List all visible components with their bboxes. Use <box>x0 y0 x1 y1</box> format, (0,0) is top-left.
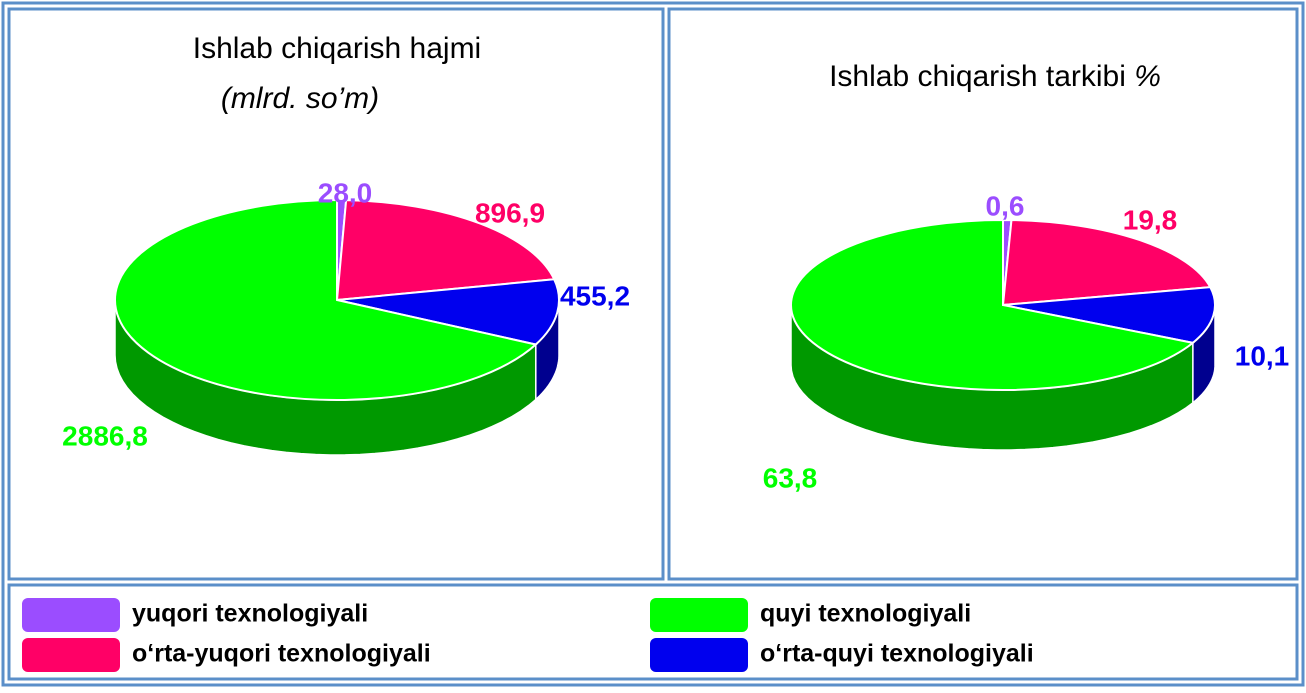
data-label: 2886,8 <box>62 420 148 451</box>
chart-subtitle: (mlrd. so’m) <box>221 82 379 115</box>
left-panel <box>7 7 665 581</box>
legend-swatch <box>22 598 120 632</box>
pie-slice <box>336 278 560 346</box>
chart-title-line: Ishlab chiqarish tarkibi % <box>829 60 1161 93</box>
data-label: 10,1 <box>1235 340 1290 371</box>
data-label: 28,0 <box>318 177 373 208</box>
legend-label: quyi texnologiyali <box>760 600 971 628</box>
pie-slice <box>335 199 556 302</box>
pie-slice <box>1001 219 1212 307</box>
legend-panel <box>7 583 1299 681</box>
chart-title: Ishlab chiqarish tarkibi <box>829 60 1126 93</box>
pie-slice <box>790 218 1196 391</box>
pie-slice <box>1002 286 1216 344</box>
right-panel <box>667 7 1299 581</box>
legend-swatch <box>22 638 120 672</box>
data-label: 455,2 <box>560 280 630 311</box>
pie-slice <box>114 198 538 401</box>
legend-swatch <box>650 638 748 672</box>
legend-swatch <box>650 598 748 632</box>
chart-subtitle: % <box>1134 60 1161 93</box>
data-label: 896,9 <box>475 197 545 228</box>
data-label: 63,8 <box>763 462 818 493</box>
legend-label: o‘rta-quyi texnologiyali <box>760 640 1034 668</box>
data-label: 19,8 <box>1123 204 1178 235</box>
data-label: 0,6 <box>986 190 1025 221</box>
chart-title: Ishlab chiqarish hajmi <box>193 32 481 65</box>
legend-label: o‘rta-yuqori texnologiyali <box>132 640 431 668</box>
legend-label: yuqori texnologiyali <box>132 600 368 628</box>
